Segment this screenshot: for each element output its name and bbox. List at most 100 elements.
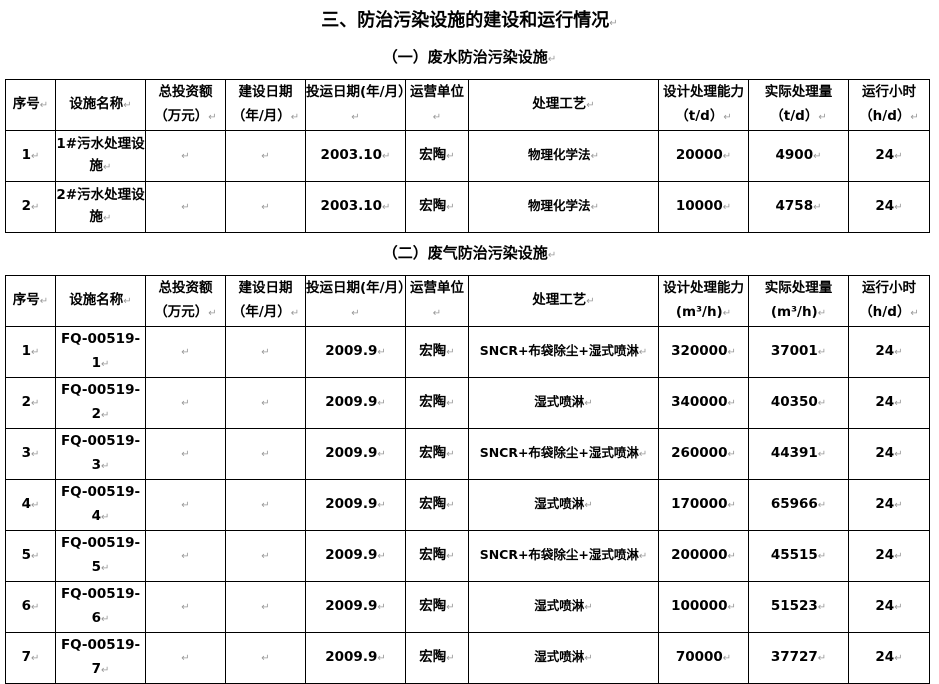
column-header: 建设日期（年/月） — [225, 79, 306, 131]
table-cell: 37727 — [748, 632, 849, 684]
table-cell: 45515 — [748, 530, 849, 582]
column-header: 投运日期(年/月） — [305, 79, 412, 131]
table-cell: 260000 — [658, 428, 749, 480]
table-cell: 2 — [5, 377, 56, 429]
section-title-waste-gas: （二）废气防治污染设施 — [0, 242, 939, 263]
table-cell: 200000 — [658, 530, 749, 582]
table-cell: 70000 — [658, 632, 749, 684]
column-header: 投运日期(年/月） — [305, 275, 412, 327]
table-cell: 2009.9 — [305, 377, 406, 429]
table-cell: 宏陶 — [405, 377, 469, 429]
table-cell: 宏陶 — [405, 581, 469, 633]
table-row: 22#污水处理设施 2003.10宏陶物理化学法10000475824 — [5, 181, 930, 233]
table-cell: 320000 — [658, 326, 749, 378]
table-cell: 宏陶 — [405, 428, 469, 480]
table-cell: 170000 — [658, 479, 749, 531]
table-cell: 24 — [848, 479, 930, 531]
table-cell: 24 — [848, 130, 930, 182]
table-cell: 24 — [848, 326, 930, 378]
table-cell — [225, 326, 306, 378]
column-header: 设施名称 — [55, 79, 146, 131]
table-cell — [145, 377, 226, 429]
table-cell: 1 — [5, 326, 56, 378]
column-header: 运行小时（h/d） — [848, 79, 930, 131]
table-cell: 100000 — [658, 581, 749, 633]
table-cell: 10000 — [658, 181, 749, 233]
table-cell: 湿式喷淋 — [468, 632, 659, 684]
page-title: 三、防治污染设施的建设和运行情况 — [0, 6, 939, 32]
table-cell — [225, 181, 306, 233]
table-cell: 宏陶 — [405, 326, 469, 378]
column-header: 实际处理量(m³/h) — [748, 275, 849, 327]
table-cell: 340000 — [658, 377, 749, 429]
table-cell: FQ-00519-7 — [55, 632, 146, 684]
table-cell — [145, 530, 226, 582]
column-header: 序号 — [5, 275, 56, 327]
column-header: 处理工艺 — [468, 275, 659, 327]
table-cell: 2003.10 — [305, 181, 406, 233]
table-cell: 2#污水处理设施 — [55, 181, 146, 233]
table-cell — [145, 581, 226, 633]
table-cell: FQ-00519-1 — [55, 326, 146, 378]
table-cell: SNCR+布袋除尘+湿式喷淋 — [468, 530, 659, 582]
table-cell: 24 — [848, 377, 930, 429]
waste-gas-facilities-table: 序号设施名称总投资额（万元）建设日期（年/月）投运日期(年/月）运营单位处理工艺… — [5, 275, 930, 684]
column-header: 设计处理能力(m³/h) — [658, 275, 749, 327]
table-cell — [225, 428, 306, 480]
table-cell: 宏陶 — [405, 632, 469, 684]
table-cell: 宏陶 — [405, 530, 469, 582]
column-header: 设施名称 — [55, 275, 146, 327]
table-row: 4FQ-00519-4 2009.9宏陶湿式喷淋1700006596624 — [5, 479, 930, 531]
table-cell: FQ-00519-2 — [55, 377, 146, 429]
table-cell: 2009.9 — [305, 632, 406, 684]
column-header: 处理工艺 — [468, 79, 659, 131]
table-cell — [145, 632, 226, 684]
table-cell — [225, 530, 306, 582]
table-row: 7FQ-00519-7 2009.9宏陶湿式喷淋700003772724 — [5, 632, 930, 684]
table-cell — [225, 632, 306, 684]
table-cell: FQ-00519-6 — [55, 581, 146, 633]
table-cell: 6 — [5, 581, 56, 633]
table-cell: 65966 — [748, 479, 849, 531]
table-cell: 37001 — [748, 326, 849, 378]
table-cell — [225, 581, 306, 633]
table-cell: SNCR+布袋除尘+湿式喷淋 — [468, 428, 659, 480]
table-row: 2FQ-00519-2 2009.9宏陶湿式喷淋3400004035024 — [5, 377, 930, 429]
table-cell: 1 — [5, 130, 56, 182]
table-cell: 2009.9 — [305, 530, 406, 582]
table-cell: 2009.9 — [305, 479, 406, 531]
table-cell: 湿式喷淋 — [468, 377, 659, 429]
column-header: 建设日期（年/月） — [225, 275, 306, 327]
table-cell: 4 — [5, 479, 56, 531]
table-cell: 1#污水处理设施 — [55, 130, 146, 182]
section-title-wastewater: （一）废水防治污染设施 — [0, 46, 939, 67]
table-cell: 2009.9 — [305, 581, 406, 633]
table-cell: 20000 — [658, 130, 749, 182]
wastewater-facilities-table: 序号设施名称总投资额（万元）建设日期（年/月）投运日期(年/月）运营单位处理工艺… — [5, 79, 930, 233]
column-header: 总投资额（万元） — [145, 275, 226, 327]
column-header: 运行小时（h/d） — [848, 275, 930, 327]
table-cell: 湿式喷淋 — [468, 581, 659, 633]
table-cell: 24 — [848, 530, 930, 582]
table-cell: 2009.9 — [305, 428, 406, 480]
column-header: 实际处理量（t/d） — [748, 79, 849, 131]
table-cell — [145, 479, 226, 531]
column-header: 设计处理能力（t/d） — [658, 79, 749, 131]
table-cell: SNCR+布袋除尘+湿式喷淋 — [468, 326, 659, 378]
table-cell: 宏陶 — [405, 479, 469, 531]
column-header: 序号 — [5, 79, 56, 131]
column-header: 运营单位 — [405, 79, 469, 131]
table-cell — [225, 377, 306, 429]
table-cell: 24 — [848, 581, 930, 633]
table-cell — [145, 130, 226, 182]
table-cell: FQ-00519-5 — [55, 530, 146, 582]
header-row: 序号设施名称总投资额（万元）建设日期（年/月）投运日期(年/月）运营单位处理工艺… — [5, 79, 930, 131]
table-cell: 2009.9 — [305, 326, 406, 378]
table-row: 3FQ-00519-3 2009.9宏陶SNCR+布袋除尘+湿式喷淋2600004… — [5, 428, 930, 480]
table-cell: 5 — [5, 530, 56, 582]
column-header: 总投资额（万元） — [145, 79, 226, 131]
column-header: 运营单位 — [405, 275, 469, 327]
table-cell: 51523 — [748, 581, 849, 633]
table-cell: 3 — [5, 428, 56, 480]
table-cell — [145, 181, 226, 233]
